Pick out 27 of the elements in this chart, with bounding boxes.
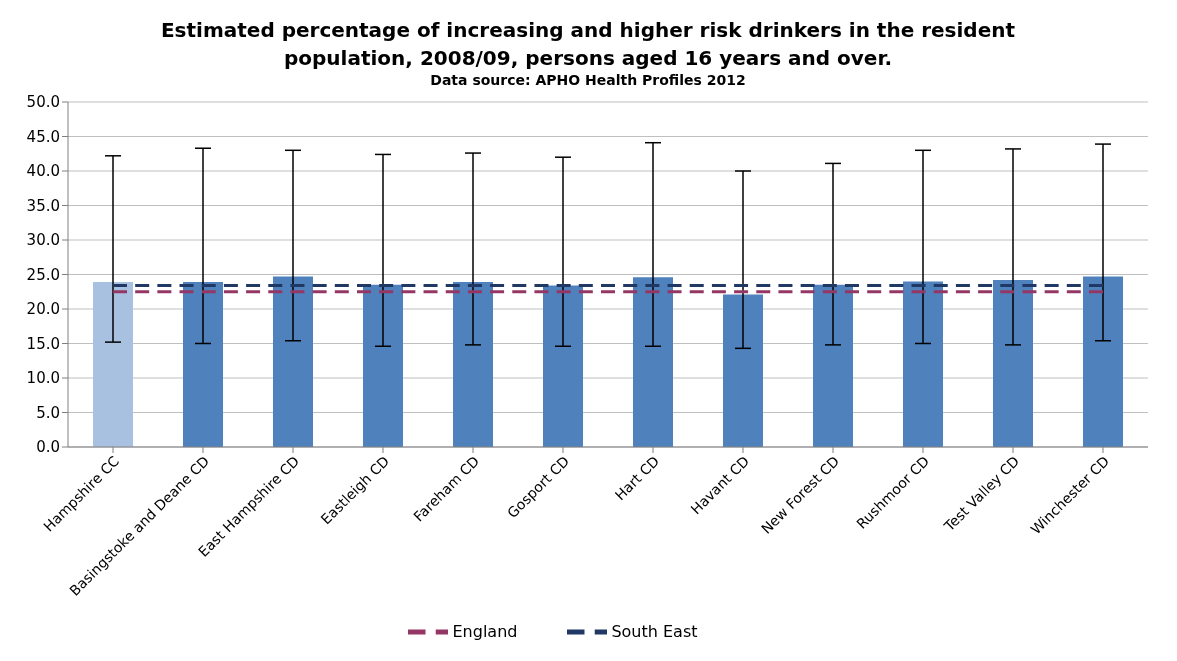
legend-label: South East [611,621,698,641]
bar [1083,276,1123,447]
bar [453,282,493,447]
bar [813,284,853,447]
bar [723,294,763,447]
legend-label: England [452,621,518,641]
bar [93,282,133,447]
y-tick-label: 45.0 [26,127,60,146]
y-tick-label: 25.0 [26,265,60,284]
chart-subtitle: Data source: APHO Health Profiles 2012 [429,72,747,88]
y-tick-label: 30.0 [26,231,60,250]
bar [903,281,943,447]
bar [363,284,403,447]
y-tick-label: 10.0 [26,369,60,388]
y-tick-label: 5.0 [36,403,60,422]
y-tick-label: 40.0 [26,162,60,181]
bar [543,285,583,447]
y-tick-label: 20.0 [26,300,60,319]
bar [183,282,223,447]
bar [273,276,313,447]
y-tick-label: 35.0 [26,196,60,215]
bar [633,277,673,447]
bar [993,280,1033,447]
y-tick-label: 0.0 [36,438,60,457]
chart-title: Estimated percentage of increasing and higher risk drinkers in the resident population, 2008/09, persons aged 16 years and over. [159,17,1017,72]
y-tick-label: 15.0 [26,334,60,353]
y-tick-label: 50.0 [26,93,60,112]
